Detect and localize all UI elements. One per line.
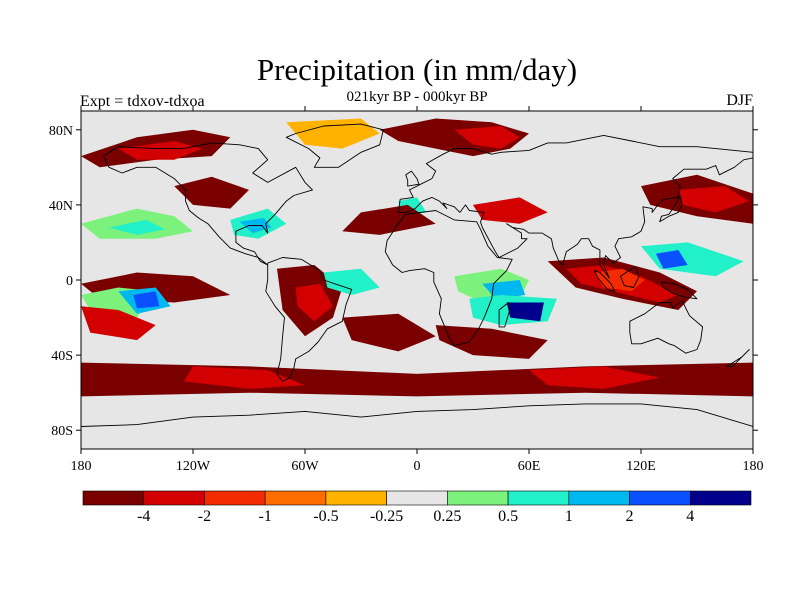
colorbar-label: 0.25 — [433, 508, 461, 525]
colorbar-swatch — [447, 490, 509, 506]
anomaly-region-20 — [323, 268, 380, 295]
season-label: DJF — [726, 92, 753, 109]
longitude-axis: 180 120W 60W 0 60E 120E 180 — [71, 106, 764, 474]
anomaly-region-17 — [81, 306, 156, 341]
colorbar-swatch — [204, 490, 266, 506]
colorbar-swatch — [386, 490, 448, 506]
lon-tick-label: 120W — [176, 459, 211, 474]
anomaly-region-3 — [118, 141, 203, 160]
colorbar-label: 0.5 — [498, 508, 518, 525]
coastline-north-america — [102, 142, 313, 266]
lat-tick-label: 80S — [51, 424, 73, 439]
anomaly-region-1 — [454, 126, 520, 149]
coastlines — [81, 123, 753, 449]
lon-tick-label: 60W — [291, 459, 319, 474]
experiment-label: Expt = tdxov-tdxoa — [80, 93, 205, 110]
anomaly-region-31 — [655, 250, 688, 269]
colorbar-label: 1 — [565, 508, 573, 525]
colorbar: -4 -2 -1 -0.5 -0.25 0.25 0.5 1 2 4 — [82, 490, 752, 525]
plot-title: Precipitation (in mm/day) — [256, 52, 578, 87]
colorbar-label: -4 — [137, 508, 150, 525]
anomaly-region-11 — [342, 204, 436, 235]
colorbar-swatch — [507, 490, 570, 506]
anomaly-region-7 — [109, 219, 165, 235]
colorbar-swatch — [629, 490, 691, 506]
coastline-madagascar — [498, 302, 511, 328]
colorbar-label: 2 — [626, 508, 634, 525]
anomaly-region-4 — [286, 118, 380, 149]
anomaly-region-26 — [435, 325, 548, 359]
colorbar-swatch — [143, 490, 205, 506]
colorbar-label: -0.25 — [370, 508, 403, 525]
lon-tick-label: 60E — [518, 459, 541, 474]
lat-tick-label: 80N — [49, 124, 73, 139]
anomaly-region-16 — [133, 291, 160, 309]
coastline-borneo — [620, 266, 640, 288]
colorbar-swatch — [82, 490, 145, 506]
colorbar-label: 4 — [686, 508, 694, 525]
lat-tick-label: 40S — [51, 349, 73, 364]
coastline-sumatra — [593, 270, 616, 292]
anomaly-region-12 — [473, 197, 548, 224]
lon-tick-label: 120E — [626, 459, 656, 474]
coastline-africa — [384, 210, 513, 347]
colorbar-label: -1 — [259, 508, 272, 525]
colorbar-swatch — [568, 490, 630, 506]
plot-subtitle: 021kyr BP - 000kyr BP — [346, 89, 488, 105]
colorbar-swatch — [325, 490, 387, 506]
colorbar-swatch — [264, 490, 327, 506]
coastline-new-guinea — [661, 281, 698, 300]
coastline-japan — [659, 195, 683, 223]
coastline-uk — [405, 170, 420, 187]
lon-tick-label: 180 — [743, 459, 764, 474]
latitude-axis: 80N 40N 0 40S 80S — [49, 124, 758, 439]
anomaly-region-5 — [174, 176, 249, 209]
anomaly-region-36 — [529, 366, 660, 389]
colorbar-label: -2 — [198, 508, 211, 525]
anomaly-region-19 — [295, 283, 333, 322]
lon-tick-label: 180 — [71, 459, 92, 474]
coastline-australia — [629, 300, 704, 354]
lon-tick-label: 0 — [414, 459, 421, 474]
anomaly-region-35 — [183, 366, 305, 389]
coastline-eurasia — [397, 134, 753, 279]
anomaly-region-21 — [342, 313, 436, 352]
colorbar-label: -0.5 — [313, 508, 338, 525]
lat-tick-label: 40N — [49, 199, 73, 214]
coastline-antarctica-edge — [81, 403, 753, 449]
coastline-south-america — [265, 257, 353, 382]
colorbar-swatch — [689, 490, 752, 506]
coastline-greenland — [285, 123, 384, 168]
lat-tick-label: 0 — [66, 274, 73, 289]
coastline-new-zealand — [726, 349, 750, 367]
anomaly-region-25 — [506, 302, 544, 322]
anomaly-region-33 — [678, 186, 750, 213]
